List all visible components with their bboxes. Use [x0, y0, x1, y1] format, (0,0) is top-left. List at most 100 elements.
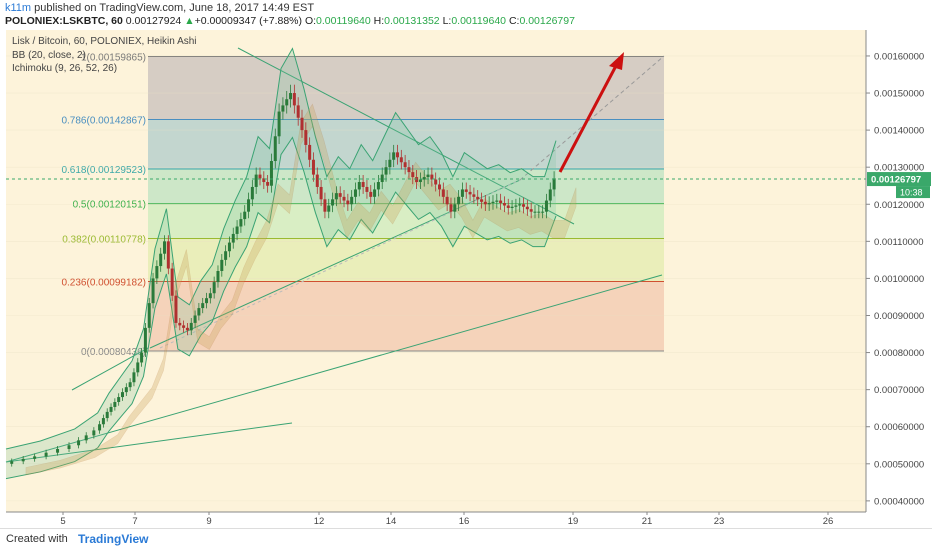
resistance-trendline — [237, 47, 575, 225]
candle-body — [537, 211, 541, 213]
candle-body — [250, 186, 254, 200]
candle-body — [273, 136, 277, 162]
high-label: H: — [373, 15, 385, 27]
author-link[interactable]: k11m — [5, 2, 32, 14]
candle-body — [369, 191, 373, 197]
bollinger-upper — [5, 47, 557, 450]
candle-body — [518, 204, 522, 206]
candle-body — [552, 178, 556, 190]
y-tick-label: 0.00060000 — [874, 422, 924, 433]
candle-body — [151, 278, 155, 304]
candle-body — [449, 204, 453, 212]
lower-trendline — [5, 422, 293, 463]
y-tick-label: 0.00080000 — [874, 348, 924, 359]
candle-body — [105, 411, 109, 419]
candle-body — [407, 167, 411, 173]
candle-body — [350, 196, 354, 205]
long-trendline — [5, 274, 663, 463]
candle-body — [247, 199, 251, 212]
candle-body — [224, 251, 228, 260]
candle-body — [434, 179, 438, 185]
low-label: L: — [442, 15, 452, 27]
fib-label: 0.382(0.00110778) — [62, 234, 146, 245]
candle-body — [56, 448, 60, 453]
candle-body — [10, 461, 14, 464]
price-chart[interactable]: 1(0.00159865) 0.786(0.00142867) 0.618(0.00… — [0, 30, 932, 528]
fib-label: 0.5(0.00120151) — [73, 200, 146, 211]
candle-body — [525, 206, 529, 210]
low-value: 0.00119640 — [451, 15, 507, 27]
candle-body — [44, 452, 48, 457]
y-tick-label: 0.00050000 — [874, 459, 924, 470]
timer-label: 10:38 — [900, 188, 923, 198]
candle-body — [120, 392, 124, 398]
candle-body — [155, 266, 159, 279]
publish-text: published on TradingView.com, June 18, 2… — [34, 2, 315, 14]
bollinger-band-fill — [6, 48, 556, 479]
candle-body — [185, 327, 189, 331]
x-tick-label: 14 — [386, 516, 397, 527]
x-tick-label: 19 — [568, 516, 579, 527]
fib-zone — [148, 168, 664, 204]
candle-body — [174, 295, 178, 323]
bollinger-lower — [5, 136, 557, 480]
candle-body — [399, 157, 403, 163]
symbol-info: POLONIEX:LSKBTC, 60 0.00127924 ▲+0.00009… — [5, 15, 575, 27]
candle-body — [548, 189, 552, 201]
candle-body — [117, 397, 121, 403]
candle-body — [163, 241, 167, 254]
candle-body — [136, 362, 140, 373]
candle-body — [308, 144, 312, 160]
candle-body — [243, 211, 247, 220]
candle-body — [533, 211, 537, 213]
candle-body — [231, 233, 235, 243]
up-arrow-icon: ▲ — [184, 15, 195, 27]
high-value: 0.00131352 — [384, 15, 440, 27]
candle-body — [468, 191, 472, 195]
candle-body — [395, 152, 399, 158]
x-tick-label: 7 — [132, 516, 137, 527]
candle-body — [460, 189, 464, 197]
legend-ichimoku[interactable]: Ichimoku (9, 26, 52, 26) — [12, 63, 118, 74]
timer-tag — [896, 186, 930, 199]
chart-area[interactable]: 1(0.00159865) 0.786(0.00142867) 0.618(0.00… — [0, 30, 932, 528]
candle-body — [514, 205, 518, 207]
candle-body — [197, 308, 201, 316]
projection-arrow — [558, 61, 620, 173]
candle-body — [216, 271, 220, 283]
legend-bb[interactable]: BB (20, close, 2) — [12, 50, 86, 61]
candle-body — [541, 211, 545, 213]
candle-body — [201, 303, 205, 309]
candle-body — [342, 196, 346, 201]
early-trendline — [71, 347, 149, 391]
candle-body — [411, 172, 415, 178]
candle-body — [128, 382, 132, 388]
y-axis-background — [866, 30, 932, 512]
price-change: +0.00009347 (+7.88%) — [194, 15, 303, 27]
candle-body — [143, 327, 147, 353]
candle-body — [472, 194, 476, 197]
tradingview-logo[interactable]: TradingView — [78, 532, 149, 546]
candle-body — [495, 200, 499, 202]
candle-body — [159, 253, 163, 267]
candle-body — [323, 199, 327, 212]
y-tick-label: 0.00110000 — [874, 237, 924, 248]
candle-body — [487, 203, 491, 205]
candle-body — [365, 186, 369, 192]
candle-body — [522, 204, 526, 207]
candle-body — [304, 130, 308, 145]
ichimoku-cloud — [25, 103, 577, 476]
candle-body — [239, 219, 243, 227]
candle-body — [289, 93, 293, 100]
candle-body — [426, 174, 430, 178]
candle-body — [491, 201, 495, 204]
candle-body — [166, 241, 170, 269]
fib-label: 1(0.00159865) — [81, 52, 146, 63]
candle-body — [506, 205, 510, 208]
x-tick-label: 9 — [206, 516, 211, 527]
candle-body — [418, 179, 422, 183]
candle-body — [334, 193, 338, 200]
candle-body — [193, 315, 197, 323]
candle-body — [220, 259, 224, 271]
price-tag-label: 0.00126797 — [871, 175, 921, 186]
